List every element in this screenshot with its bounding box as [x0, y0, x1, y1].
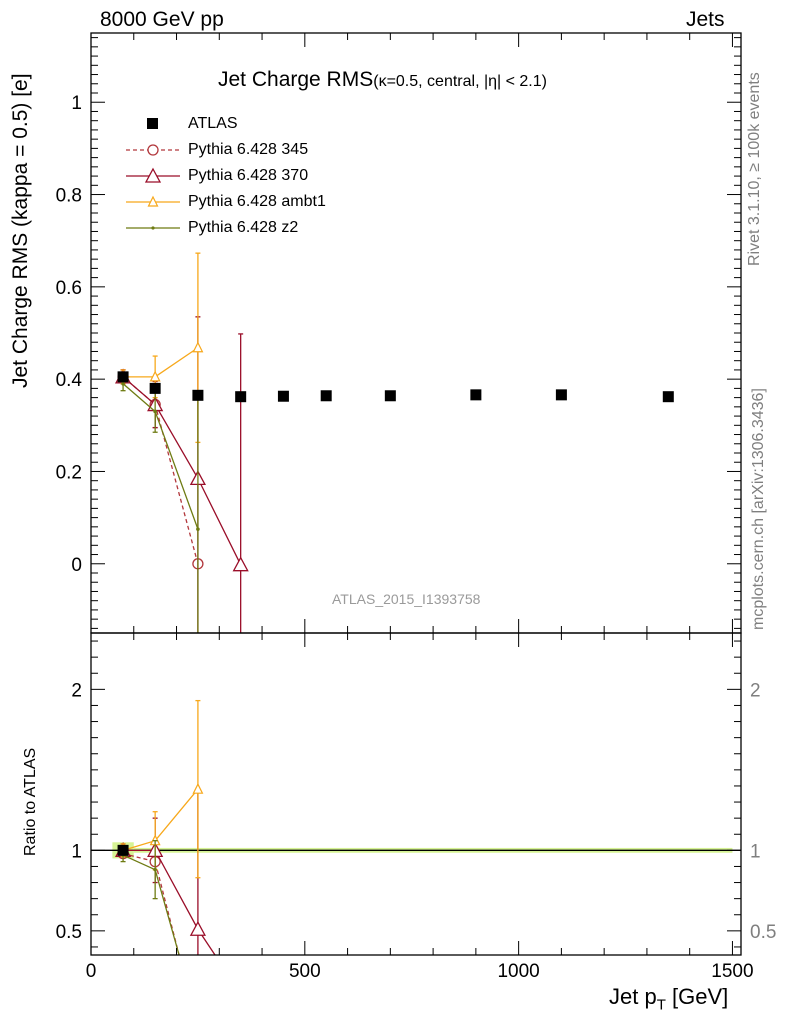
atlas-point	[235, 391, 247, 403]
rivet-label: Rivet 3.1.10, ≥ 100k events	[746, 72, 763, 266]
pythia-z2-point	[121, 381, 125, 386]
ratio-y-tick-label: 0.5	[56, 922, 82, 943]
atlas-point	[117, 371, 129, 383]
main-plot-area	[114, 252, 674, 633]
legend-marker-pythia-ambt1	[126, 195, 180, 207]
atlas-point	[149, 382, 161, 394]
legend-item-pythia-345: Pythia 6.428 345	[122, 139, 308, 161]
ratio-pythia-ambt1-point	[192, 782, 204, 794]
chart-title-main: Jet Charge RMS	[218, 68, 374, 91]
ratio-y-tick-label-right: 0.5	[750, 922, 776, 943]
legend-item-pythia-z2: Pythia 6.428 z2	[122, 217, 298, 239]
ratio-pythia-370-point	[189, 920, 206, 936]
ratio-plot-area	[91, 699, 741, 955]
x-axis-label: Jet pT [GeV]	[609, 984, 728, 1013]
mcplots-label: mcplots.cern.ch [arXiv:1306.3436]	[750, 388, 767, 630]
category-label: Jets	[686, 8, 725, 31]
x-axis-label-subscript: T	[656, 996, 666, 1014]
legend-marker-pythia-370	[126, 167, 180, 183]
x-tick-label: 1500	[711, 961, 753, 982]
analysis-watermark: ATLAS_2015_I1393758	[332, 591, 481, 607]
legend-label-pythia-345: Pythia 6.428 345	[188, 141, 309, 158]
x-tick-label: 500	[289, 961, 321, 982]
ratio-y-tick-label: 1	[71, 841, 82, 862]
energy-label: 8000 GeV pp	[100, 8, 224, 31]
pythia-ambt1-point	[149, 370, 161, 382]
y-tick-label: 0	[71, 555, 82, 576]
legend-label-pythia-z2: Pythia 6.428 z2	[188, 219, 299, 236]
y-tick-label: 0.6	[56, 278, 82, 299]
chart-title-sub: (κ=0.5, central, |η| < 2.1)	[373, 73, 547, 90]
pythia-z2-point	[196, 527, 200, 531]
legend-marker-atlas	[147, 118, 158, 129]
atlas-point	[470, 389, 482, 401]
x-axis-label-unit: [GeV]	[665, 984, 729, 1009]
x-axis-label-main: Jet p	[609, 984, 657, 1009]
ratio-y-tick-label-right: 2	[750, 680, 761, 701]
ratio-pythia-z2-line	[122, 854, 180, 955]
legend-marker-pythia-z2	[126, 226, 180, 230]
legend-label-pythia-370: Pythia 6.428 370	[188, 167, 309, 184]
ratio-y-tick-label-right: 1	[750, 841, 761, 862]
atlas-point	[277, 390, 289, 402]
atlas-point	[320, 390, 332, 402]
ratio-frame	[90, 632, 742, 956]
ratio-pythia-z2-point	[153, 867, 157, 872]
ratio-pythia-370-line	[123, 849, 216, 955]
x-tick-label: 1000	[497, 961, 539, 982]
atlas-point	[384, 390, 396, 402]
x-tick-label: 0	[86, 961, 97, 982]
ratio-pythia-ambt1-line	[122, 788, 199, 851]
legend-item-atlas: ATLAS	[122, 113, 238, 135]
ratio-atlas-point	[117, 844, 129, 856]
pythia-370-line	[122, 376, 242, 565]
atlas-point	[192, 389, 204, 401]
legend-label-pythia-ambt1: Pythia 6.428 ambt1	[188, 193, 326, 210]
legend-item-pythia-ambt1: Pythia 6.428 ambt1	[122, 191, 326, 213]
legend-marker-pythia-345	[126, 144, 180, 156]
y-tick-label: 1	[71, 93, 82, 114]
pythia-ambt1-line	[123, 347, 199, 378]
chart-title: Jet Charge RMS(κ=0.5, central, |η| < 2.1…	[218, 68, 547, 92]
pythia-370-point	[232, 556, 249, 572]
legend-label-atlas: ATLAS	[188, 115, 238, 132]
atlas-point	[662, 391, 674, 403]
y-tick-label: 0.2	[56, 462, 82, 483]
pythia-z2-point	[153, 409, 157, 414]
ratio-y-axis-label: Ratio to ATLAS	[22, 747, 39, 856]
atlas-point	[555, 389, 567, 401]
legend-item-pythia-370: Pythia 6.428 370	[122, 165, 308, 187]
ratio-y-tick-label: 2	[71, 680, 82, 701]
y-axis-label: Jet Charge RMS (kappa = 0.5) [e]	[9, 73, 32, 388]
y-tick-label: 0.8	[56, 186, 82, 207]
ratio-pythia-345-line	[122, 852, 180, 955]
pythia-ambt1-point	[192, 341, 204, 353]
y-tick-label: 0.4	[56, 370, 83, 391]
